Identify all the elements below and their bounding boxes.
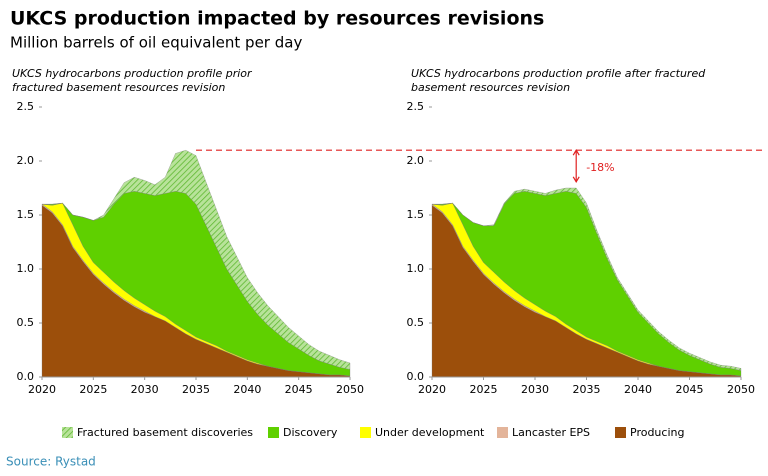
- area: Fractured basement discoveries: [432, 187, 742, 371]
- chart-title: fractured basement resources revision: [12, 81, 225, 94]
- page-title: UKCS production impacted by resources re…: [10, 8, 544, 30]
- y-tick-label: 1.5: [17, 208, 35, 221]
- page-subtitle: Million barrels of oil equivalent per da…: [10, 34, 302, 52]
- y-tick-label: 2.5: [17, 100, 35, 113]
- x-tick-label: 2035: [573, 383, 601, 396]
- x-tick-label: 2045: [676, 383, 704, 396]
- y-tick-label: 0.0: [407, 370, 425, 383]
- y-tick-label: 1.5: [407, 208, 425, 221]
- annotation-label: -18%: [586, 161, 614, 174]
- y-tick-label: 2.0: [17, 154, 35, 167]
- arrow-head: [572, 149, 580, 184]
- legend-label: Discovery: [283, 426, 338, 439]
- legend-label: Producing: [630, 426, 684, 439]
- x-tick-label: 2035: [182, 383, 210, 396]
- y-tick-label: 0.0: [17, 370, 35, 383]
- x-tick-label: 2030: [521, 383, 549, 396]
- chart-title: UKCS hydrocarbons production profile aft…: [411, 67, 706, 80]
- x-tick-label: 2050: [727, 383, 755, 396]
- y-tick-label: 0.5: [17, 316, 35, 329]
- y-tick-label: 1.0: [407, 262, 425, 275]
- x-tick-label: 2045: [285, 383, 313, 396]
- legend-label: Fractured basement discoveries: [77, 426, 253, 439]
- y-tick-label: 2.5: [407, 100, 425, 113]
- x-tick-label: 2050: [336, 383, 364, 396]
- x-tick-label: 2020: [28, 383, 56, 396]
- chart-title: UKCS hydrocarbons production profile pri…: [12, 67, 253, 80]
- area: Fractured basement discoveries: [42, 150, 351, 370]
- x-tick-label: 2040: [233, 383, 261, 396]
- legend-swatch: [497, 427, 508, 438]
- source: Source: Rystad: [6, 455, 96, 469]
- legend-swatch: [62, 427, 73, 438]
- legend-swatch: [360, 427, 371, 438]
- x-tick-label: 2030: [131, 383, 159, 396]
- x-tick-label: 2025: [79, 383, 107, 396]
- y-tick-label: 1.0: [17, 262, 35, 275]
- y-tick-label: 0.5: [407, 316, 425, 329]
- x-tick-label: 2040: [624, 383, 652, 396]
- legend-label: Lancaster EPS: [512, 426, 590, 439]
- legend-swatch: [615, 427, 626, 438]
- legend-swatch: [268, 427, 279, 438]
- chart-title: basement resources revision: [411, 81, 570, 94]
- y-tick-label: 2.0: [407, 154, 425, 167]
- x-tick-label: 2025: [470, 383, 498, 396]
- legend-label: Under development: [375, 426, 485, 439]
- x-tick-label: 2020: [418, 383, 446, 396]
